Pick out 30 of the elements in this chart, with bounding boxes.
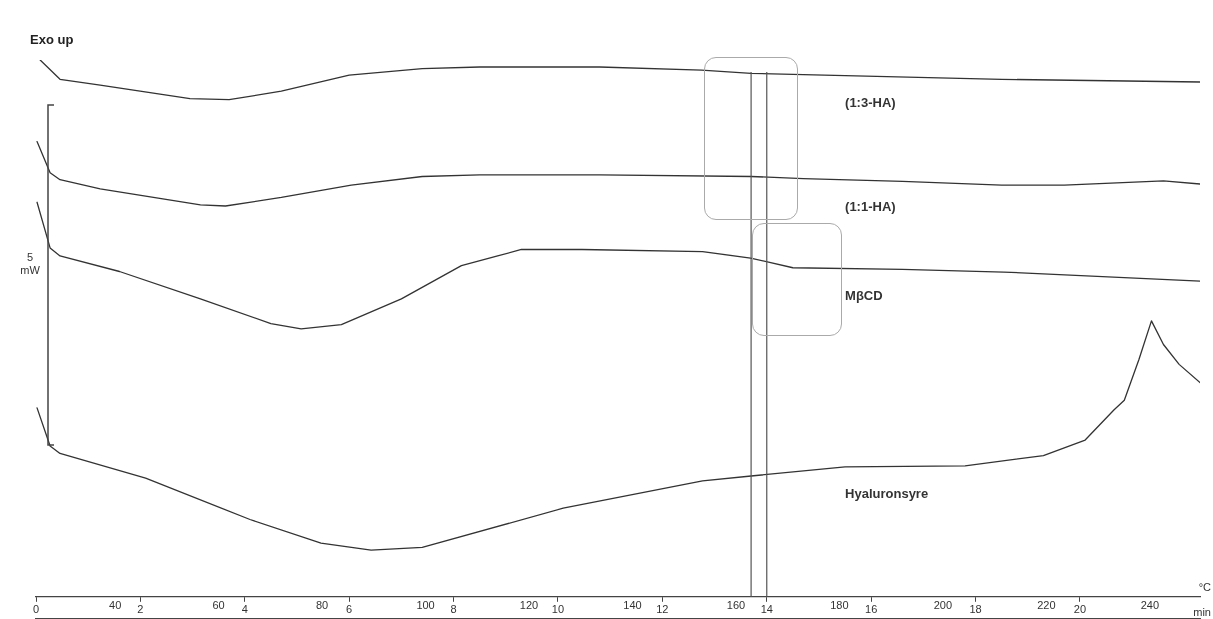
x2-tick-label: 60 [212,598,225,611]
series-label: (1:3-HA) [845,95,896,111]
series-label: MβCD [845,288,883,304]
x2-tick-label: 100 [416,598,435,611]
series-label: Hyaluronsyre [845,486,929,502]
x-tick-label: 14 [760,603,773,616]
y-axis-title: Exo up [30,31,74,47]
x-tick-label: 10 [551,603,565,616]
x-axis-title: min [1193,605,1211,618]
x-tick-label: 20 [1073,603,1087,616]
x2-axis-title: °C [1198,580,1212,593]
x2-tick-label: 120 [519,598,539,611]
x2-tick-label: 220 [1037,598,1056,611]
x-tick-label: 18 [969,603,982,616]
x-tick-label: 16 [865,603,878,616]
x-tick-label: 2 [137,603,144,616]
x-tick-label: 6 [346,603,353,616]
x-tick-label: 4 [241,603,248,616]
x-tick-label: 12 [656,603,669,616]
annotation: 5 mW [20,251,41,277]
x2-tick-label: 80 [315,598,329,611]
series-label: (1:1-HA) [845,199,896,215]
x2-tick-label: 40 [109,598,122,611]
x2-tick-label: 240 [1140,598,1159,611]
x2-tick-label: 180 [830,598,849,611]
x2-tick-label: 160 [726,598,746,611]
x-tick-label: 0 [32,603,40,616]
x2-tick-label: 200 [933,598,953,611]
x2-tick-label: 140 [623,598,642,611]
x-tick-label: 8 [450,603,457,616]
